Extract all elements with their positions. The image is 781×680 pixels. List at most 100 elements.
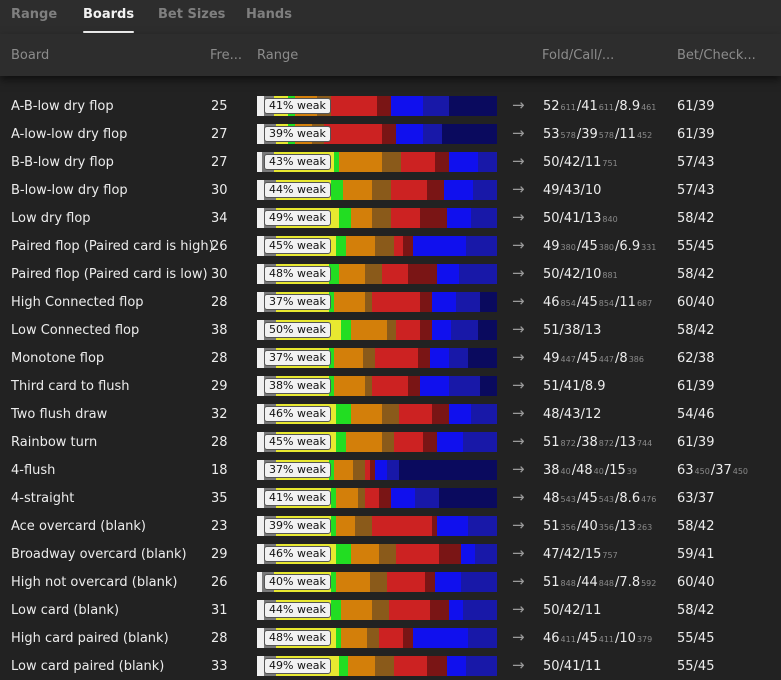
fold-call-value: /45 — [576, 295, 598, 310]
fold-call-value: /15 — [604, 463, 626, 478]
fold-call-value: 49/43/10 — [543, 183, 602, 198]
range-composition-bar[interactable]: 37% weak — [257, 292, 497, 312]
table-row[interactable]: A-B-low dry flop 25 41% weak → 52611/41611/8… — [0, 93, 781, 121]
column-header-board[interactable]: Board — [11, 48, 50, 63]
sample-count: 578 — [598, 131, 615, 140]
sample-count: 751 — [602, 159, 618, 168]
arrow-right-icon: → — [512, 264, 525, 282]
table-row[interactable]: A-low-low dry flop 27 39% weak → 53578/39578… — [0, 121, 781, 149]
range-segment-navy — [441, 124, 497, 144]
range-composition-bar[interactable]: 38% weak — [257, 376, 497, 396]
range-segment-orange — [348, 656, 376, 676]
table-row[interactable]: Monotone flop 28 37% weak → 49447/45447/8386… — [0, 345, 781, 373]
column-header-range[interactable]: Range — [257, 48, 299, 63]
range-segment-red — [324, 124, 383, 144]
range-segment-midblue — [465, 236, 497, 256]
range-composition-bar[interactable]: 49% weak — [257, 656, 497, 676]
range-segment-orange — [350, 208, 373, 228]
table-row[interactable]: 4-straight 35 41% weak → 48543/45543/8.6476 6… — [0, 485, 781, 513]
bet-check-value: 55/45 — [677, 239, 715, 254]
table-row[interactable]: High Connected flop 28 37% weak → 46854/4585… — [0, 289, 781, 317]
bet-check-values: 61/39 — [677, 379, 714, 394]
range-segment-white — [257, 208, 265, 228]
tab-hands[interactable]: Hands — [246, 7, 292, 22]
range-composition-bar[interactable]: 41% weak — [257, 96, 497, 116]
table-row[interactable]: High card paired (blank) 28 48% weak → 46411… — [0, 625, 781, 653]
bet-check-values: 55/45 — [677, 239, 714, 254]
fold-call-value: 46 — [543, 295, 560, 310]
tab-bet-sizes[interactable]: Bet Sizes — [158, 7, 225, 22]
arrow-right-icon: → — [512, 516, 525, 534]
table-row[interactable]: Rainbow turn 28 45% weak → 51872/38872/13744… — [0, 429, 781, 457]
range-segment-brown — [355, 516, 373, 536]
range-composition-bar[interactable]: 44% weak — [257, 180, 497, 200]
range-segment-green — [329, 292, 335, 312]
range-segment-brown — [381, 432, 395, 452]
sample-count: 40 — [560, 467, 571, 476]
table-row[interactable]: Two flush draw 32 46% weak → 48/43/12 54/46 — [0, 401, 781, 429]
table-row[interactable]: Third card to flush 29 38% weak → 51/41/8.9 6… — [0, 373, 781, 401]
range-composition-bar[interactable]: 41% weak — [257, 488, 497, 508]
range-segment-white — [257, 180, 265, 200]
range-segment-midblue — [470, 208, 497, 228]
arrow-right-icon: → — [512, 236, 525, 254]
table-row[interactable]: B-low-low dry flop 30 44% weak → 49/43/10 57/… — [0, 177, 781, 205]
board-name: B-low-low dry flop — [11, 183, 128, 198]
bet-check-value: 55/45 — [677, 631, 715, 646]
range-composition-bar[interactable]: 40% weak — [257, 572, 497, 592]
bet-check-value: 59/41 — [677, 547, 715, 562]
range-composition-bar[interactable]: 48% weak — [257, 264, 497, 284]
table-row[interactable]: Broadway overcard (blank) 29 46% weak → 47/4… — [0, 541, 781, 569]
arrow-right-icon: → — [512, 544, 525, 562]
range-composition-bar[interactable]: 39% weak — [257, 124, 497, 144]
table-row[interactable]: Paired flop (Paired card is low) 30 48% we… — [0, 261, 781, 289]
table-row[interactable]: Low card (blank) 31 44% weak → 50/42/11 58/42 — [0, 597, 781, 625]
bet-check-value: 63 — [677, 463, 694, 478]
range-segment-darkred — [439, 544, 462, 564]
fold-call-raise-values: 49/43/10 — [543, 183, 601, 198]
range-segment-green — [331, 572, 337, 592]
range-segment-orange — [343, 180, 373, 200]
range-composition-bar[interactable]: 43% weak — [257, 152, 497, 172]
range-composition-bar[interactable]: 44% weak — [257, 600, 497, 620]
range-composition-bar[interactable]: 45% weak — [257, 432, 497, 452]
table-row[interactable]: 4-flush 18 37% weak → 3840/4840/1539 63450/37… — [0, 457, 781, 485]
sample-count: 840 — [602, 215, 618, 224]
range-composition-bar[interactable]: 50% weak — [257, 320, 497, 340]
range-segment-red — [365, 488, 380, 508]
range-segment-orange — [336, 572, 371, 592]
tab-range[interactable]: Range — [11, 7, 57, 22]
range-composition-bar[interactable]: 49% weak — [257, 208, 497, 228]
range-segment-white — [257, 404, 265, 424]
fold-call-raise-values: 50/42/11 — [543, 603, 601, 618]
board-frequency: 31 — [211, 603, 228, 618]
column-header-fold-call[interactable]: Fold/Call/... — [542, 48, 615, 63]
column-header-frequency[interactable]: Fre... — [210, 48, 242, 63]
range-composition-bar[interactable]: 37% weak — [257, 348, 497, 368]
range-segment-green — [336, 628, 342, 648]
table-row[interactable]: Low card paired (blank) 33 49% weak → 50/41/… — [0, 653, 781, 680]
range-segment-orange — [345, 236, 376, 256]
range-composition-bar[interactable]: 46% weak — [257, 404, 497, 424]
tab-boards[interactable]: Boards — [83, 7, 135, 33]
range-composition-bar[interactable]: 45% weak — [257, 236, 497, 256]
range-segment-orange — [336, 516, 356, 536]
table-row[interactable]: Low Connected flop 38 50% weak → 51/38/13 58/… — [0, 317, 781, 345]
table-row[interactable]: High not overcard (blank) 26 40% weak → 5184… — [0, 569, 781, 597]
board-name: Low dry flop — [11, 211, 91, 226]
table-row[interactable]: Low dry flop 34 49% weak → 50/41/13840 58/42 — [0, 205, 781, 233]
range-composition-bar[interactable]: 48% weak — [257, 628, 497, 648]
range-segment-orange — [336, 488, 359, 508]
bet-check-values: 58/42 — [677, 323, 714, 338]
range-composition-bar[interactable]: 39% weak — [257, 516, 497, 536]
table-row[interactable]: B-B-low dry flop 27 43% weak → 50/42/11751 57… — [0, 149, 781, 177]
board-name: Paired flop (Paired card is high) — [11, 239, 214, 254]
range-composition-bar[interactable]: 37% weak — [257, 460, 497, 480]
range-segment-blue — [413, 628, 469, 648]
range-composition-bar[interactable]: 46% weak — [257, 544, 497, 564]
bet-check-values: 58/42 — [677, 267, 714, 282]
column-header-bet-check[interactable]: Bet/Check... — [677, 48, 756, 63]
range-segment-blue — [396, 124, 424, 144]
table-row[interactable]: Paired flop (Paired card is high) 26 45% w… — [0, 233, 781, 261]
table-row[interactable]: Ace overcard (blank) 23 39% weak → 51356/403… — [0, 513, 781, 541]
